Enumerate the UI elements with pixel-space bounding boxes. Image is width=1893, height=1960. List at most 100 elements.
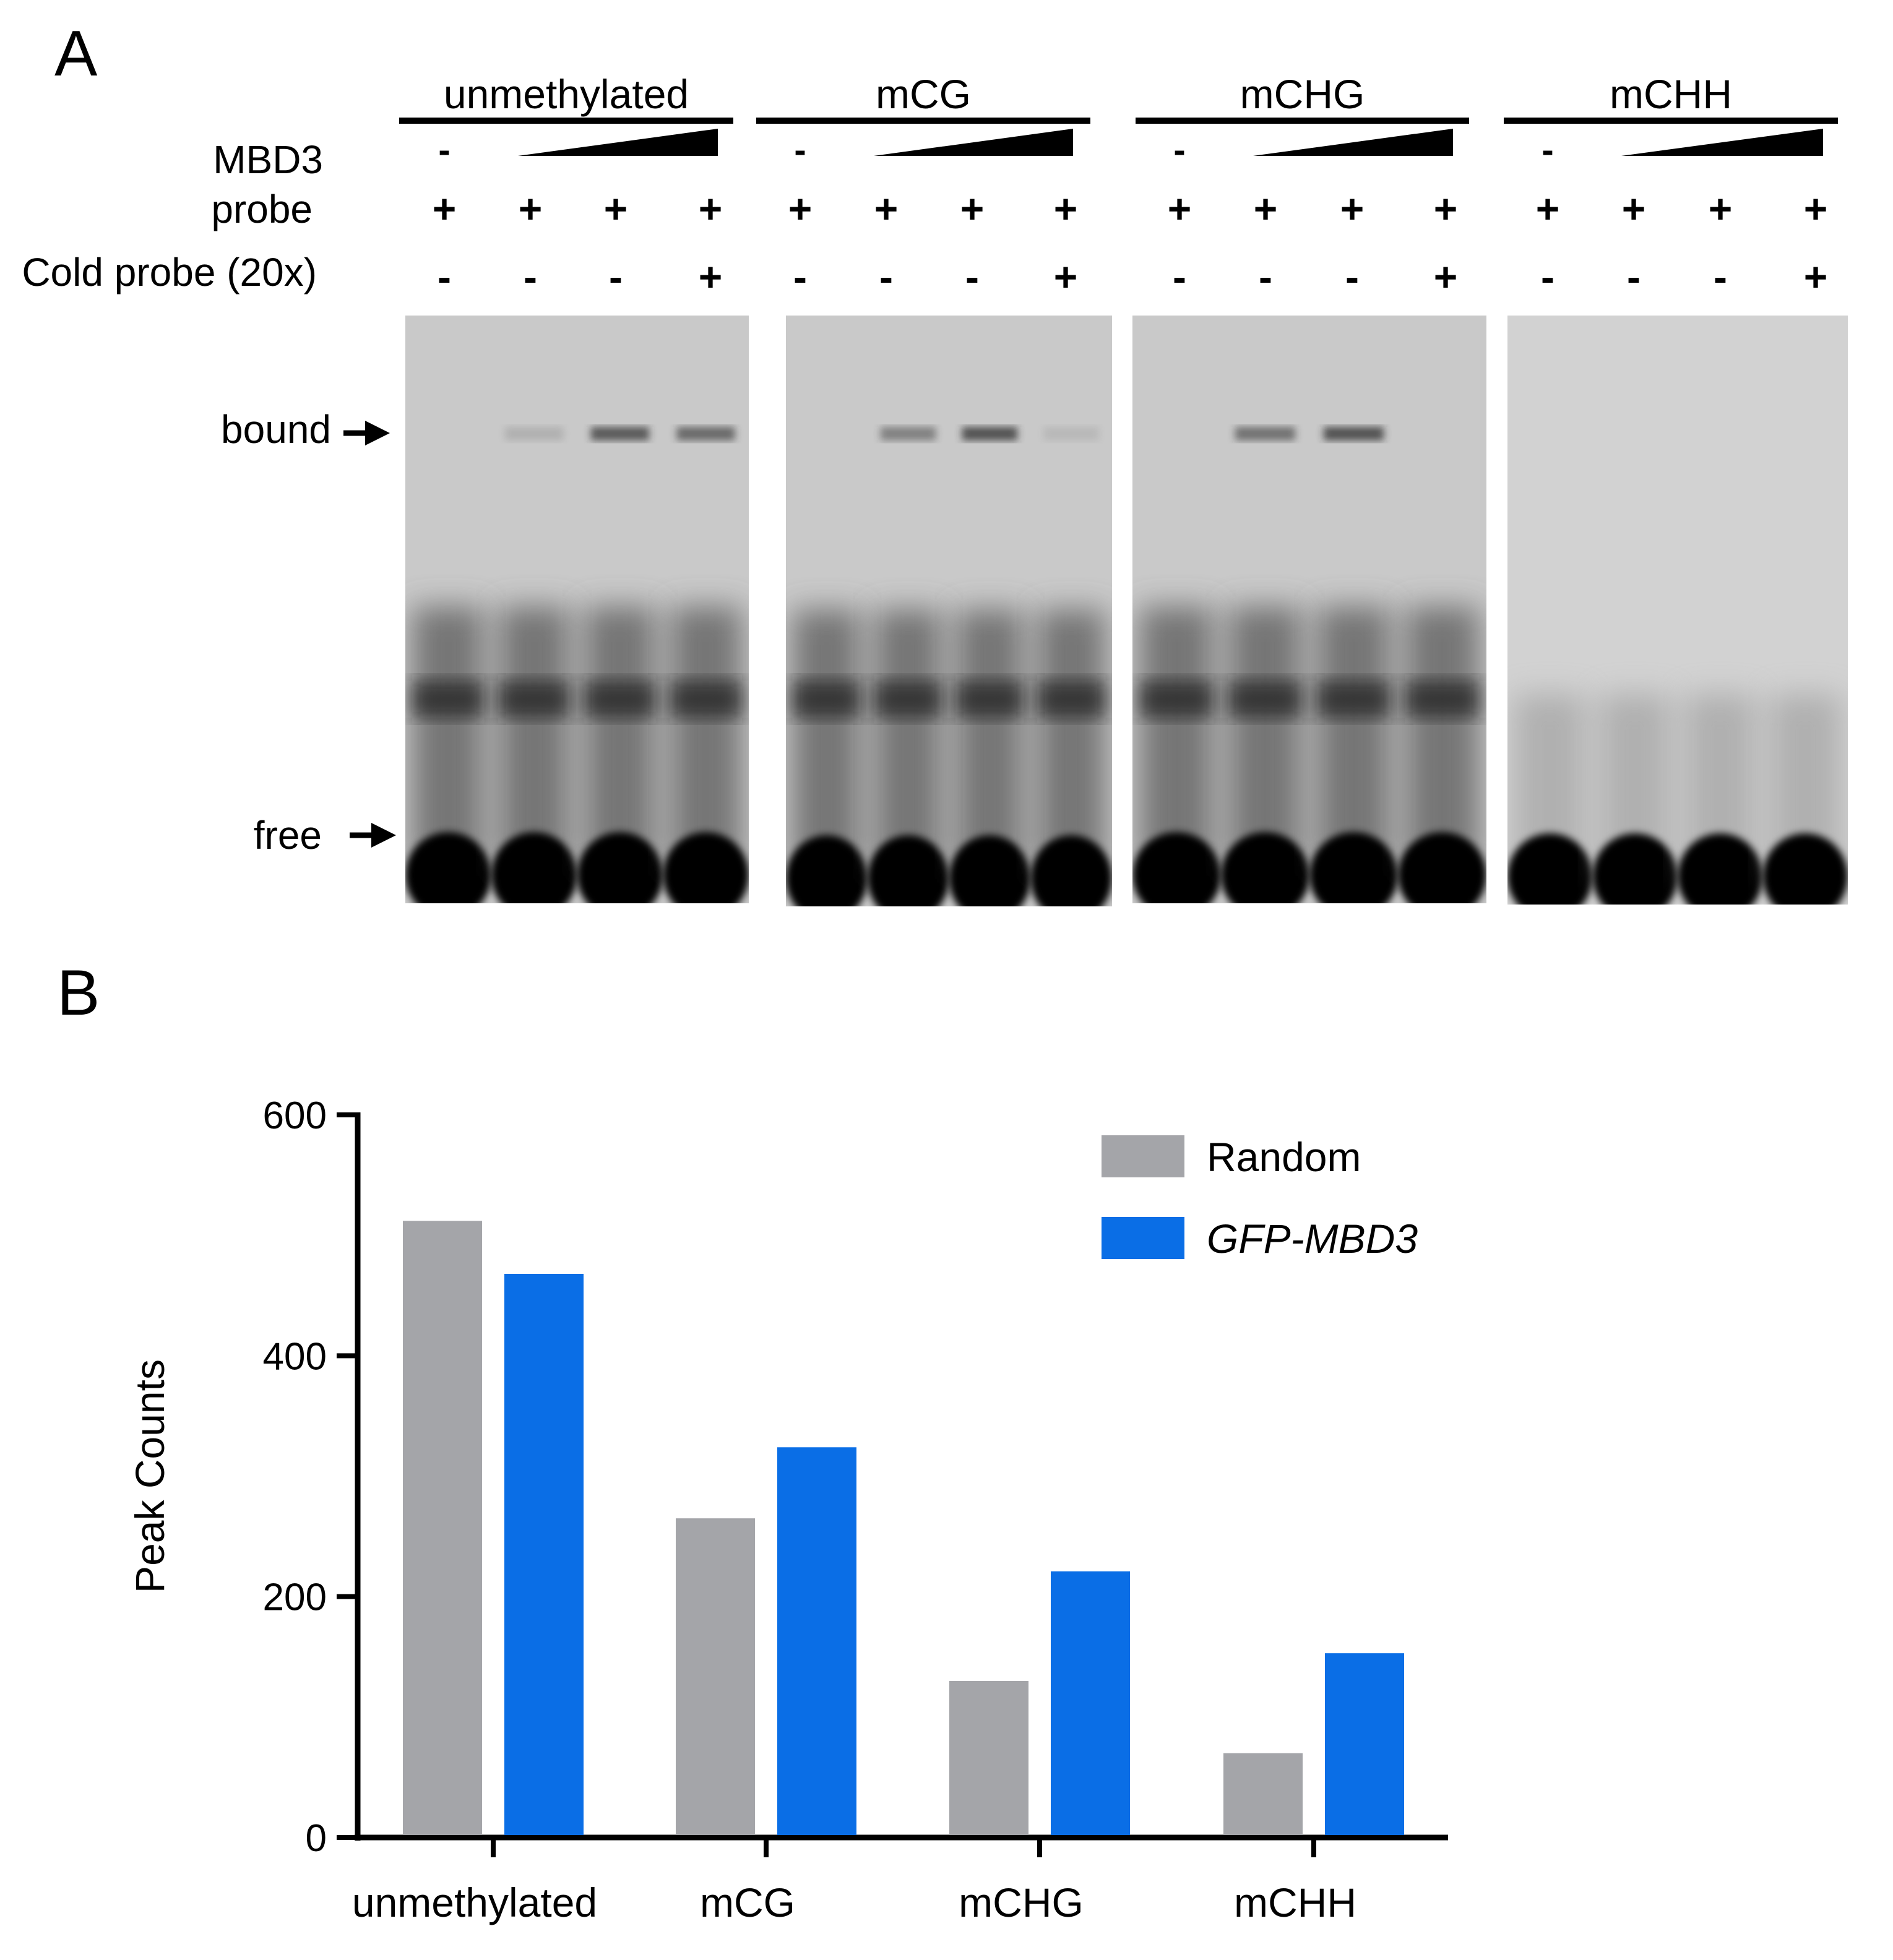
cold-sign: - [1541,254,1555,299]
lane-smear [670,606,742,866]
group-label: mCHG [1240,71,1365,117]
lane-smear [1316,606,1391,866]
intermediate-band [792,681,861,718]
legend-label: Random [1207,1134,1361,1180]
group-label: mCHH [1610,71,1732,117]
intermediate-band [1037,681,1106,718]
legend: Random GFP-MBD3 [1102,1134,1418,1262]
group-underline [756,118,1090,124]
bar-random-mchh [1223,1753,1303,1835]
cold-sign: - [1173,254,1186,299]
probe-sign: + [433,186,457,231]
mbd3-gradient-wedge-icon [518,129,718,156]
bar-random-unmethylated [403,1221,482,1835]
bar-gfp-mbd3-mchg [1051,1571,1130,1835]
free-probe-band [1132,832,1221,903]
free-label: free [254,813,322,858]
cold-sign: + [1054,254,1078,299]
lane-smear [584,606,657,866]
cold-sign: + [1434,254,1458,299]
x-tick-label: mCHG [959,1880,1084,1925]
group-3: mCHH - + + + + - - - + [1504,71,1838,299]
bound-band [880,427,936,441]
lane-smear [412,606,485,866]
intermediate-band [1316,681,1391,718]
free-probe-band [1678,833,1763,905]
mbd3-gradient-wedge-icon [1621,129,1823,156]
cold-sign: + [699,254,723,299]
free-probe-band [1398,832,1486,903]
probe-sign: + [874,186,899,231]
probe-sign: + [1054,186,1078,231]
y-tick-label: 400 [263,1335,327,1378]
group-1: mCG - + + + + - - - + [756,71,1090,299]
free-probe-band [1221,832,1309,903]
bar-random-mchg [949,1680,1028,1835]
free-probe-band [1030,835,1112,906]
intermediate-band [498,681,571,718]
probe-sign: + [1709,186,1733,231]
bound-band [1235,427,1296,441]
bar-chart: 0 200 400 600 Peak Counts unmethylated mCG mCHG… [127,1094,1448,1925]
intermediate-band [584,681,657,718]
probe-sign: + [1804,186,1828,231]
gel-image-2 [1132,316,1486,903]
probe-sign: + [699,186,723,231]
bound-band [590,427,650,441]
x-tick-label: mCHH [1234,1880,1356,1925]
cold-sign: - [1259,254,1272,299]
free-probe-band [1592,833,1678,905]
probe-sign: + [1254,186,1278,231]
free-probe-band [577,832,663,903]
mbd3-sign: - [1542,130,1553,170]
intermediate-band [874,681,942,718]
probe-sign: + [1434,186,1458,231]
lane-smear [1405,606,1480,866]
bar-random-mcg [676,1518,755,1835]
intermediate-band [412,681,485,718]
row-label-mbd3: MBD3 [213,137,323,182]
group-label: mCG [876,71,971,117]
gel-image-3 [1507,316,1848,905]
y-tick-label: 600 [263,1094,327,1137]
probe-sign: + [788,186,813,231]
probe-sign: + [1340,186,1365,231]
x-tick-label: unmethylated [352,1880,597,1925]
intermediate-band [1405,681,1480,718]
x-tick-label: mCG [700,1880,795,1925]
lane-smear [498,606,571,866]
free-probe-band [867,835,949,906]
row-label-probe: probe [211,187,313,231]
lane-smear [1037,609,1106,869]
intermediate-band [1228,681,1303,718]
mbd3-sign: - [794,130,806,170]
mbd3-gradient-wedge-icon [874,129,1073,156]
free-probe-band [786,835,868,906]
gel-panels [405,316,1848,906]
panel-a-letter: A [54,18,98,90]
probe-sign: + [604,186,628,231]
mbd3-sign: - [1173,130,1185,170]
cold-sign: - [793,254,807,299]
cold-sign: - [879,254,893,299]
legend-swatch [1102,1217,1184,1259]
free-probe-band [1309,832,1398,903]
cold-sign: - [965,254,979,299]
mbd3-sign: - [438,130,450,170]
legend-label: GFP-MBD3 [1207,1216,1418,1262]
bar-gfp-mbd3-mcg [777,1447,856,1835]
gel-image-0 [405,316,749,903]
free-probe-band [1507,833,1593,905]
y-tick-label: 0 [306,1817,327,1860]
free-probe-band [949,835,1031,906]
free-probe-band [1762,833,1848,905]
cold-sign: - [609,254,623,299]
group-label: unmethylated [444,71,689,117]
cold-sign: - [524,254,537,299]
mbd3-gradient-wedge-icon [1253,129,1453,156]
probe-sign: + [960,186,985,231]
legend-swatch [1102,1135,1184,1177]
probe-sign: + [1622,186,1646,231]
row-label-cold-probe: Cold probe (20x) [22,250,317,294]
